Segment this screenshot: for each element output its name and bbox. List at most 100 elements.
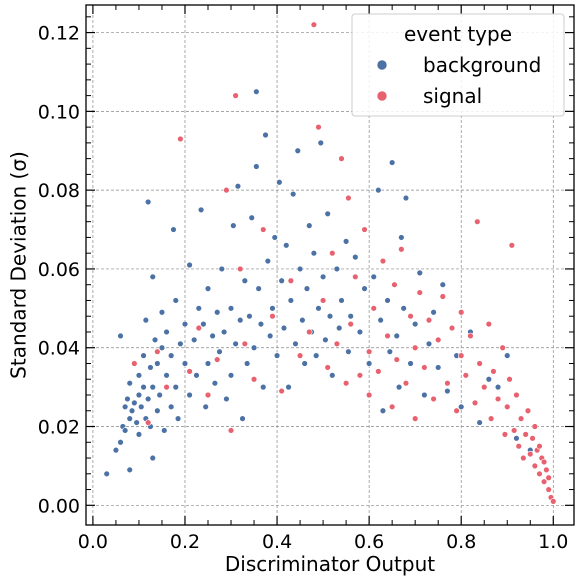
background-point: [407, 360, 414, 367]
background-point: [434, 364, 442, 371]
data-points: [103, 21, 557, 505]
signal-point: [416, 289, 423, 296]
background-point: [112, 446, 120, 454]
background-point: [172, 297, 179, 304]
background-point: [202, 403, 209, 411]
x-tick-label: 1.0: [538, 531, 568, 553]
background-point: [200, 320, 207, 328]
signal-point: [490, 368, 497, 375]
signal-point: [375, 368, 382, 375]
signal-point: [163, 383, 170, 391]
background-point: [255, 285, 262, 292]
legend-label-signal: signal: [423, 84, 482, 108]
background-point: [227, 372, 235, 379]
background-point: [292, 340, 299, 347]
signal-point: [520, 454, 527, 462]
signal-point: [499, 344, 506, 351]
tick-labels: 0.0 0.2 0.4 0.6 0.8 1.0 0.00 0.02 0.04 0.06 0.08 0.…: [38, 23, 569, 553]
signal-point: [310, 21, 318, 28]
background-point: [388, 159, 396, 166]
y-tick-label: 0.10: [38, 101, 80, 123]
signal-point: [204, 391, 212, 399]
background-point: [126, 379, 133, 387]
background-point: [220, 328, 228, 336]
background-point: [248, 214, 255, 221]
y-tick-label: 0.02: [38, 417, 80, 439]
background-point: [218, 265, 226, 273]
y-axis-label: Standard Deviation (σ): [7, 151, 31, 379]
signal-point: [398, 246, 405, 253]
background-point: [197, 206, 205, 214]
background-point: [142, 316, 150, 324]
background-point: [347, 313, 354, 320]
signal-point: [333, 340, 341, 347]
background-point: [257, 320, 265, 328]
background-point: [181, 320, 189, 328]
signal-point: [545, 486, 552, 493]
background-point: [377, 316, 384, 324]
signal-point: [186, 368, 193, 375]
signal-point: [453, 407, 460, 414]
legend-box: [351, 13, 565, 117]
background-point: [209, 332, 216, 340]
background-point: [117, 439, 124, 446]
background-point: [361, 285, 368, 292]
x-tick-label: 0.0: [78, 531, 108, 553]
signal-point: [527, 450, 534, 458]
background-point: [253, 163, 260, 170]
background-point: [117, 332, 124, 340]
y-tick-label: 0.06: [38, 259, 80, 281]
background-point: [338, 297, 345, 304]
background-point: [485, 376, 493, 383]
background-point: [211, 379, 219, 387]
background-point: [135, 431, 143, 438]
background-point: [296, 265, 304, 273]
background-point: [333, 265, 341, 273]
background-point: [121, 427, 129, 434]
x-tick-label: 0.6: [354, 531, 384, 553]
background-point: [124, 395, 131, 403]
background-point: [230, 222, 237, 229]
signal-point: [531, 423, 539, 430]
signal-point: [430, 395, 437, 403]
background-point: [260, 383, 267, 391]
background-point: [494, 383, 502, 391]
signal-point: [536, 443, 543, 450]
background-point: [193, 372, 200, 379]
background-point: [204, 285, 212, 292]
background-point: [294, 147, 301, 154]
background-point: [326, 313, 334, 320]
signal-point: [365, 391, 373, 399]
signal-point: [391, 281, 398, 288]
signal-point: [237, 265, 244, 273]
signal-point: [306, 328, 313, 336]
signal-point: [411, 344, 419, 351]
background-point: [345, 348, 352, 355]
background-point: [241, 277, 249, 284]
signal-point: [384, 332, 391, 340]
background-point: [312, 352, 320, 359]
x-axis-label: Discriminator Output: [225, 552, 435, 576]
background-point: [135, 372, 143, 379]
background-point: [393, 332, 400, 340]
y-tick-label: 0.12: [38, 23, 80, 45]
background-point: [336, 324, 343, 332]
background-point: [253, 88, 260, 95]
background-point: [181, 360, 189, 367]
signal-point: [531, 462, 539, 470]
signal-point: [421, 364, 428, 371]
signal-point: [347, 320, 354, 328]
signal-point: [402, 379, 410, 387]
background-point: [271, 234, 278, 241]
signal-point: [411, 415, 419, 422]
background-point: [273, 352, 281, 359]
background-point: [365, 360, 373, 367]
background-point: [379, 407, 387, 414]
signal-point: [474, 218, 481, 225]
background-point: [421, 391, 428, 399]
signal-point: [434, 336, 442, 344]
background-point: [370, 273, 377, 281]
signal-point: [481, 383, 488, 391]
background-point: [303, 285, 311, 292]
background-point: [310, 249, 318, 257]
